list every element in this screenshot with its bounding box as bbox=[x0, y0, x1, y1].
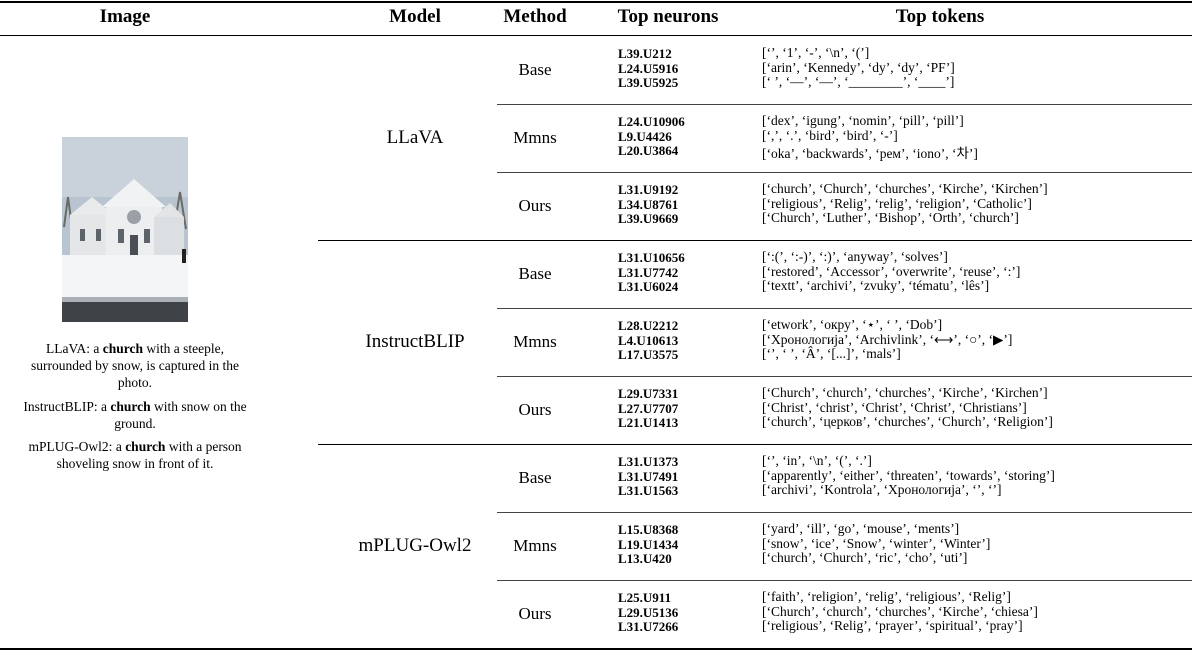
token-list: [‘archivi’, ‘Kontrola’, ‘Хронологија’, ‘… bbox=[762, 482, 1002, 497]
neuron-id: L27.U7707 bbox=[618, 400, 679, 416]
neuron-id: L24.U10906 bbox=[618, 114, 685, 129]
token-list: [‘religious’, ‘Relig’, ‘relig’, ‘religio… bbox=[762, 195, 1032, 211]
method-name: Base bbox=[518, 264, 552, 283]
token-list: [‘dex’, ‘igung’, ‘nomin’, ‘pill’, ‘pill’… bbox=[762, 113, 964, 128]
method-name: Mmns bbox=[513, 332, 557, 351]
caption-text: with snow on the ground. bbox=[114, 399, 247, 431]
header-rule bbox=[0, 35, 1192, 36]
method-rule bbox=[497, 512, 1192, 513]
token-list: [‘arin’, ‘Kennedy’, ‘dy’, ‘dy’, ‘PF’] bbox=[762, 59, 955, 75]
caption-keyword: church bbox=[125, 439, 166, 454]
caption-prefix: a bbox=[93, 341, 100, 356]
neuron-id: L31.U7742 bbox=[618, 264, 679, 280]
method-name: Ours bbox=[518, 604, 552, 623]
caption-model: InstructBLIP: bbox=[23, 399, 98, 414]
method-name: Ours bbox=[518, 400, 552, 419]
neuron-id: L4.U10613 bbox=[618, 332, 679, 348]
neuron-id: L17.U3575 bbox=[618, 347, 679, 362]
neuron-id: L39.U212 bbox=[618, 46, 672, 61]
top-rule bbox=[0, 1, 1192, 3]
neuron-id: L31.U1373 bbox=[618, 454, 679, 469]
token-list: [‘faith’, ‘religion’, ‘relig’, ‘religiou… bbox=[762, 589, 1011, 604]
neuron-id: L24.U5916 bbox=[618, 60, 679, 76]
neuron-id: L21.U1413 bbox=[618, 415, 679, 430]
column-header: Top tokens bbox=[895, 6, 985, 27]
caption: InstructBLIP: a church with snow on the … bbox=[22, 398, 248, 432]
neuron-id: L39.U9669 bbox=[618, 211, 679, 226]
token-list: [‘church’, ‘Church’, ‘ric’, ‘cho’, ‘uti’… bbox=[762, 550, 968, 565]
method-rule bbox=[497, 580, 1192, 581]
caption-text: with a steeple, surrounded by snow, is c… bbox=[31, 341, 239, 390]
column-header: Method bbox=[503, 6, 567, 27]
token-list: [‘,’, ‘.’, ‘bird’, ‘bird’, ‘-’] bbox=[762, 127, 898, 143]
model-name: InstructBLIP bbox=[365, 331, 465, 352]
neuron-id: L31.U7266 bbox=[618, 619, 679, 634]
neuron-id: L34.U8761 bbox=[618, 196, 679, 212]
model-name: LLaVA bbox=[386, 127, 444, 148]
method-name: Base bbox=[518, 60, 552, 79]
column-header: Top neurons bbox=[617, 6, 719, 27]
group-rule bbox=[318, 444, 1192, 445]
method-rule bbox=[497, 172, 1192, 173]
token-list: [‘Christ’, ‘christ’, ‘Christ’, ‘Christ’,… bbox=[762, 399, 1027, 415]
token-list: [‘ ’, ‘—’, ‘—’, ‘________’, ‘____’] bbox=[762, 74, 955, 89]
column-header: Image bbox=[99, 6, 151, 27]
token-list: [‘Church’, ‘church’, ‘churches’, ‘Kirche… bbox=[762, 603, 1038, 619]
caption-model: LLaVA: bbox=[46, 341, 90, 356]
token-list: [‘’, ‘1’, ‘-’, ‘\n’, ‘(’] bbox=[762, 45, 870, 60]
neuron-id: L29.U7331 bbox=[618, 386, 679, 401]
token-list: [‘oka’, ‘backwards’, ‘рем’, ‘iono’, ‘차’] bbox=[762, 146, 978, 161]
caption-model: mPLUG-Owl2: bbox=[28, 439, 113, 454]
method-name: Mmns bbox=[513, 128, 557, 147]
token-list: [‘Church’, ‘church’, ‘churches’, ‘Kirche… bbox=[762, 385, 1048, 400]
column-header: Model bbox=[389, 6, 441, 27]
method-rule bbox=[497, 104, 1192, 105]
neuron-id: L15.U8368 bbox=[618, 522, 679, 537]
caption-text: with a person shoveling snow in front of… bbox=[56, 439, 242, 471]
token-list: [‘religious’, ‘Relig’, ‘prayer’, ‘spirit… bbox=[762, 618, 1023, 633]
method-rule bbox=[497, 376, 1192, 377]
neuron-id: L31.U1563 bbox=[618, 483, 679, 498]
token-list: [‘church’, ‘церков’, ‘churches’, ‘Church… bbox=[762, 414, 1053, 429]
caption-keyword: church bbox=[102, 341, 144, 356]
neuron-id: L31.U7491 bbox=[618, 468, 679, 484]
neuron-id: L29.U5136 bbox=[618, 604, 679, 620]
neuron-id: L39.U5925 bbox=[618, 75, 679, 90]
token-list: [‘Хронологија’, ‘Archivlink’, ‘⟷’, ‘○’, … bbox=[762, 331, 1013, 347]
neuron-id: L19.U1434 bbox=[618, 536, 679, 552]
neuron-id: L31.U10656 bbox=[618, 250, 685, 265]
caption-keyword: church bbox=[110, 399, 151, 414]
token-list: [‘snow’, ‘ice’, ‘Snow’, ‘winter’, ‘Winte… bbox=[762, 535, 991, 551]
token-list: [‘:(’, ‘:-)’, ‘:)’, ‘anyway’, ‘solves’] bbox=[762, 249, 948, 264]
caption: mPLUG-Owl2: a church with a person shove… bbox=[22, 438, 248, 472]
method-name: Ours bbox=[518, 196, 552, 215]
token-list: [‘Church’, ‘Luther’, ‘Bishop’, ‘Orth’, ‘… bbox=[762, 210, 1019, 225]
token-list: [‘church’, ‘Church’, ‘churches’, ‘Kirche… bbox=[762, 181, 1048, 196]
token-list: [‘’, ‘in’, ‘\n’, ‘(’, ‘.’] bbox=[762, 453, 872, 468]
token-list: [‘etwork’, ‘окру’, ‘⋆’, ‘ ’, ‘Dob’] bbox=[762, 317, 943, 332]
bottom-rule bbox=[0, 648, 1192, 650]
method-name: Mmns bbox=[513, 536, 557, 555]
model-name: mPLUG-Owl2 bbox=[358, 535, 472, 556]
church-photo bbox=[62, 137, 188, 322]
group-rule bbox=[318, 240, 1192, 241]
neuron-id: L31.U6024 bbox=[618, 279, 679, 294]
neuron-id: L28.U2212 bbox=[618, 318, 679, 333]
method-name: Base bbox=[518, 468, 552, 487]
neuron-id: L9.U4426 bbox=[618, 128, 672, 144]
neuron-id: L31.U9192 bbox=[618, 182, 679, 197]
caption: LLaVA: a church with a steeple, surround… bbox=[22, 340, 248, 391]
neuron-id: L20.U3864 bbox=[618, 143, 679, 158]
neuron-id: L25.U911 bbox=[618, 590, 672, 605]
token-list: [‘restored’, ‘Accessor’, ‘overwrite’, ‘r… bbox=[762, 263, 1021, 279]
token-list: [‘textt’, ‘archivi’, ‘zvuky’, ‘tématu’, … bbox=[762, 278, 990, 293]
caption-prefix: a bbox=[115, 439, 122, 454]
token-list: [‘’, ‘ ’, ‘Â’, ‘[...]’, ‘mals’] bbox=[762, 346, 901, 361]
token-list: [‘yard’, ‘ill’, ‘go’, ‘mouse’, ‘ments’] bbox=[762, 521, 960, 536]
token-list: [‘apparently’, ‘either’, ‘threaten’, ‘to… bbox=[762, 467, 1055, 483]
method-rule bbox=[497, 308, 1192, 309]
caption-prefix: a bbox=[100, 399, 107, 414]
neuron-id: L13.U420 bbox=[618, 551, 672, 566]
